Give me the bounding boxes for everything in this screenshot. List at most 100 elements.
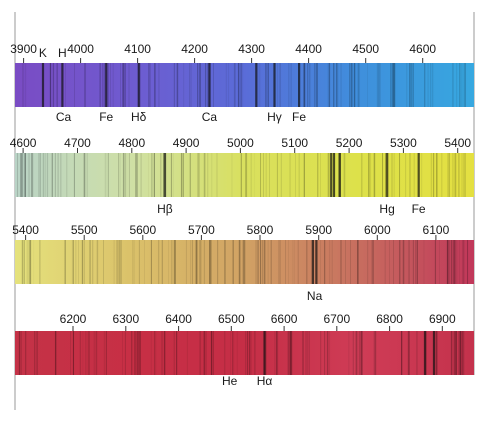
absorption-line: [401, 331, 403, 375]
absorption-line: [460, 331, 462, 375]
absorption-line: [134, 331, 136, 375]
absorption-line: [20, 331, 22, 375]
line-label-ca: Ca: [202, 110, 218, 124]
absorption-line: [320, 153, 321, 197]
absorption-line-strong: [332, 153, 336, 197]
absorption-line: [128, 63, 130, 107]
line-label-hbeta: Hβ: [157, 202, 173, 216]
absorption-line: [353, 63, 356, 107]
absorption-line: [205, 63, 207, 107]
absorption-line: [316, 63, 317, 107]
absorption-line: [199, 240, 201, 284]
absorption-line: [60, 153, 62, 197]
absorption-line: [154, 331, 156, 375]
absorption-line: [25, 331, 27, 375]
wavelength-label-6600: 6600: [271, 312, 298, 326]
absorption-line: [234, 63, 236, 107]
absorption-line: [139, 331, 141, 375]
absorption-line: [246, 153, 248, 197]
absorption-line: [29, 240, 32, 284]
absorption-line-strong: [338, 153, 341, 197]
absorption-line: [138, 331, 140, 375]
absorption-line: [181, 153, 183, 197]
wavelength-label-5400: 5400: [12, 223, 39, 237]
absorption-line: [189, 63, 191, 107]
absorption-line: [392, 63, 393, 107]
absorption-line: [95, 331, 97, 375]
absorption-line: [376, 63, 379, 107]
absorption-line: [357, 240, 358, 284]
absorption-line: [174, 240, 176, 284]
absorption-line: [21, 153, 22, 197]
absorption-line: [288, 240, 289, 284]
absorption-line: [384, 240, 386, 284]
absorption-line: [243, 240, 245, 284]
absorption-line: [373, 331, 375, 375]
absorption-line: [267, 63, 269, 107]
absorption-line: [458, 153, 460, 197]
absorption-line: [128, 153, 130, 197]
line-label-halpha: Hα: [257, 374, 273, 388]
absorption-line: [447, 240, 449, 284]
absorption-line: [213, 63, 214, 107]
absorption-line: [233, 63, 235, 107]
absorption-line: [285, 240, 286, 284]
absorption-line: [399, 153, 401, 197]
absorption-line: [458, 331, 460, 375]
spectrum-strip: [15, 153, 474, 197]
wavelength-label-4100: 4100: [124, 42, 151, 56]
absorption-line: [31, 153, 33, 197]
absorption-line: [416, 240, 418, 284]
absorption-line: [124, 153, 126, 197]
absorption-line: [361, 153, 363, 197]
wavelength-label-5800: 5800: [247, 223, 274, 237]
absorption-line: [379, 63, 381, 107]
absorption-line: [110, 63, 111, 107]
absorption-line: [448, 240, 450, 284]
absorption-line: [212, 331, 214, 375]
absorption-line: [51, 153, 53, 197]
absorption-line: [96, 331, 98, 375]
absorption-line: [23, 240, 25, 284]
line-label-fe: Fe: [292, 110, 306, 124]
absorption-line: [238, 240, 241, 284]
absorption-line: [123, 153, 125, 197]
absorption-line: [49, 63, 51, 107]
absorption-line-strong: [255, 63, 258, 107]
absorption-line: [135, 331, 137, 375]
wavelength-label-6000: 6000: [364, 223, 391, 237]
wavelength-label-4300: 4300: [238, 42, 265, 56]
absorption-line: [144, 240, 145, 284]
absorption-line: [241, 63, 242, 107]
absorption-line: [228, 63, 230, 107]
absorption-line: [460, 63, 462, 107]
absorption-line: [183, 63, 185, 107]
absorption-line: [407, 331, 410, 375]
absorption-line: [389, 240, 390, 284]
wavelength-label-5300: 5300: [390, 136, 417, 150]
absorption-line: [308, 331, 310, 375]
absorption-line-strong: [263, 331, 266, 375]
absorption-line: [158, 63, 160, 107]
absorption-line: [324, 240, 326, 284]
absorption-line: [225, 63, 228, 107]
absorption-line: [28, 153, 30, 197]
absorption-line: [265, 153, 267, 197]
absorption-line: [240, 153, 242, 197]
absorption-line: [250, 331, 251, 375]
wavelength-label-4000: 4000: [67, 42, 94, 56]
absorption-line: [368, 153, 370, 197]
absorption-line-strong: [330, 153, 333, 197]
wavelength-label-5700: 5700: [188, 223, 215, 237]
absorption-line: [200, 331, 202, 375]
absorption-line: [207, 63, 209, 107]
wavelength-label-5600: 5600: [129, 223, 156, 237]
absorption-line: [355, 331, 358, 375]
absorption-line: [171, 240, 173, 284]
absorption-line: [393, 63, 395, 107]
absorption-line: [200, 240, 202, 284]
absorption-line: [357, 63, 359, 107]
absorption-line: [92, 240, 94, 284]
absorption-line: [140, 63, 141, 107]
wavelength-label-4600: 4600: [10, 136, 37, 150]
